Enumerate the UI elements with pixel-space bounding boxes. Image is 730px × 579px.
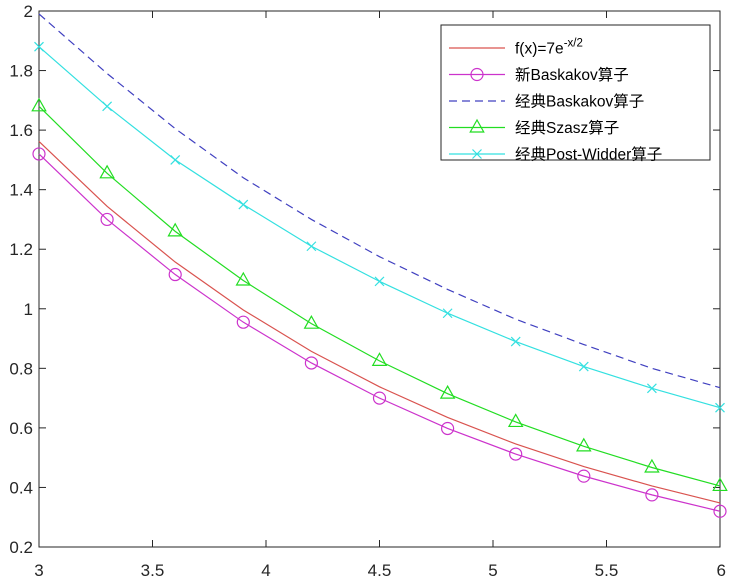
legend-label-text: 经典Baskakov算子	[515, 92, 644, 111]
data-point	[168, 267, 182, 282]
data-point	[577, 469, 591, 483]
series-layer	[31, 13, 728, 518]
legend-label-text: f(x)=7e	[515, 41, 564, 58]
legend-item-1: 新Baskakov算子	[449, 65, 629, 84]
legend-item-2: 经典Baskakov算子	[449, 92, 644, 111]
x-marker-stroke	[646, 383, 657, 394]
x-marker-stroke	[442, 308, 453, 319]
x-marker-stroke	[472, 149, 482, 159]
legend-label-text: 经典Szasz算子	[515, 118, 619, 137]
x-marker-stroke	[170, 154, 181, 165]
y-tick-label: 1.2	[9, 240, 33, 259]
x-tick-label: 3	[34, 561, 43, 579]
x-marker-stroke	[34, 41, 44, 52]
y-tick-label: 1.8	[9, 62, 33, 81]
data-point	[645, 488, 659, 502]
legend-label: 经典Post-Widder算子	[515, 145, 662, 164]
legend-label: 经典Szasz算子	[515, 118, 619, 137]
y-tick-label: 1	[24, 300, 33, 319]
x-tick-label: 6	[717, 561, 726, 579]
x-marker-stroke	[306, 241, 317, 252]
data-point	[303, 314, 320, 329]
series-2	[38, 13, 721, 389]
legend-label-text: 经典Post-Widder算子	[515, 145, 662, 164]
data-point	[306, 241, 317, 252]
data-point	[236, 315, 250, 329]
data-point	[644, 458, 660, 473]
data-point	[238, 199, 249, 210]
series-4	[34, 41, 725, 413]
data-point	[372, 391, 387, 405]
x-marker-stroke	[374, 276, 385, 287]
x-marker-stroke	[102, 101, 113, 112]
y-tick-label: 0.2	[9, 538, 33, 557]
legend-label-superscript: -x/2	[564, 38, 583, 50]
y-tick-label: 2	[24, 2, 33, 21]
data-point	[510, 336, 521, 347]
x-tick-label: 3.5	[141, 561, 165, 579]
data-point	[439, 384, 456, 399]
data-point	[713, 504, 727, 518]
data-point	[441, 421, 455, 436]
data-point	[170, 154, 181, 165]
y-tick-label: 0.8	[9, 359, 33, 378]
data-point	[100, 212, 114, 227]
legend-label: f(x)=7e-x/2	[515, 38, 583, 58]
legend-marker	[469, 118, 485, 133]
y-tick-label: 0.6	[9, 419, 33, 438]
series-0	[38, 140, 721, 504]
data-point	[578, 361, 589, 372]
legend-marker	[472, 149, 482, 159]
data-point	[304, 356, 318, 370]
series-line	[38, 105, 721, 487]
y-tick-label: 1.6	[9, 121, 33, 140]
data-point	[167, 222, 183, 237]
data-point	[235, 271, 252, 286]
data-point	[507, 413, 524, 428]
data-point	[34, 41, 44, 52]
data-point	[509, 447, 523, 461]
legend-marker	[470, 67, 484, 82]
data-point	[374, 276, 385, 287]
y-tick-label: 1.4	[9, 181, 33, 200]
x-marker-stroke	[578, 361, 589, 372]
legend-item-4: 经典Post-Widder算子	[449, 145, 662, 164]
x-tick-label: 4	[261, 561, 270, 579]
x-marker-stroke	[510, 336, 521, 347]
y-axis: 0.2 0.4 0.6 0.8 1 1.2 1.4 1.6 1.8 2	[9, 2, 720, 557]
legend-label: 经典Baskakov算子	[515, 92, 644, 111]
data-point	[442, 308, 453, 319]
data-point	[715, 402, 725, 413]
data-point	[371, 352, 388, 366]
legend-item-3: 经典Szasz算子	[449, 118, 619, 137]
data-point	[102, 101, 113, 112]
series-1	[32, 147, 727, 518]
x-tick-label: 4.5	[368, 561, 392, 579]
x-marker-stroke	[715, 402, 725, 413]
x-tick-label: 5.5	[595, 561, 619, 579]
legend-item-0: f(x)=7e-x/2	[449, 38, 583, 58]
data-point	[576, 437, 592, 452]
data-point	[99, 164, 115, 179]
series-line	[38, 140, 721, 504]
data-point	[712, 477, 728, 492]
series-3	[31, 97, 728, 492]
data-point	[31, 97, 47, 112]
legend: f(x)=7e-x/2 新Baskakov算子经典Baskakov算子经典Szas…	[440, 24, 711, 164]
y-tick-label: 0.4	[9, 478, 33, 497]
series-line	[38, 153, 721, 512]
series-line	[38, 13, 721, 389]
data-point	[646, 383, 657, 394]
x-axis: 3 3.5 4 4.5 5 5.5 6	[34, 11, 726, 579]
x-marker-stroke	[238, 199, 249, 210]
data-point	[32, 147, 46, 161]
legend-label: 新Baskakov算子	[515, 65, 629, 84]
x-tick-label: 5	[488, 561, 497, 579]
legend-label-text: 新Baskakov算子	[515, 65, 629, 84]
